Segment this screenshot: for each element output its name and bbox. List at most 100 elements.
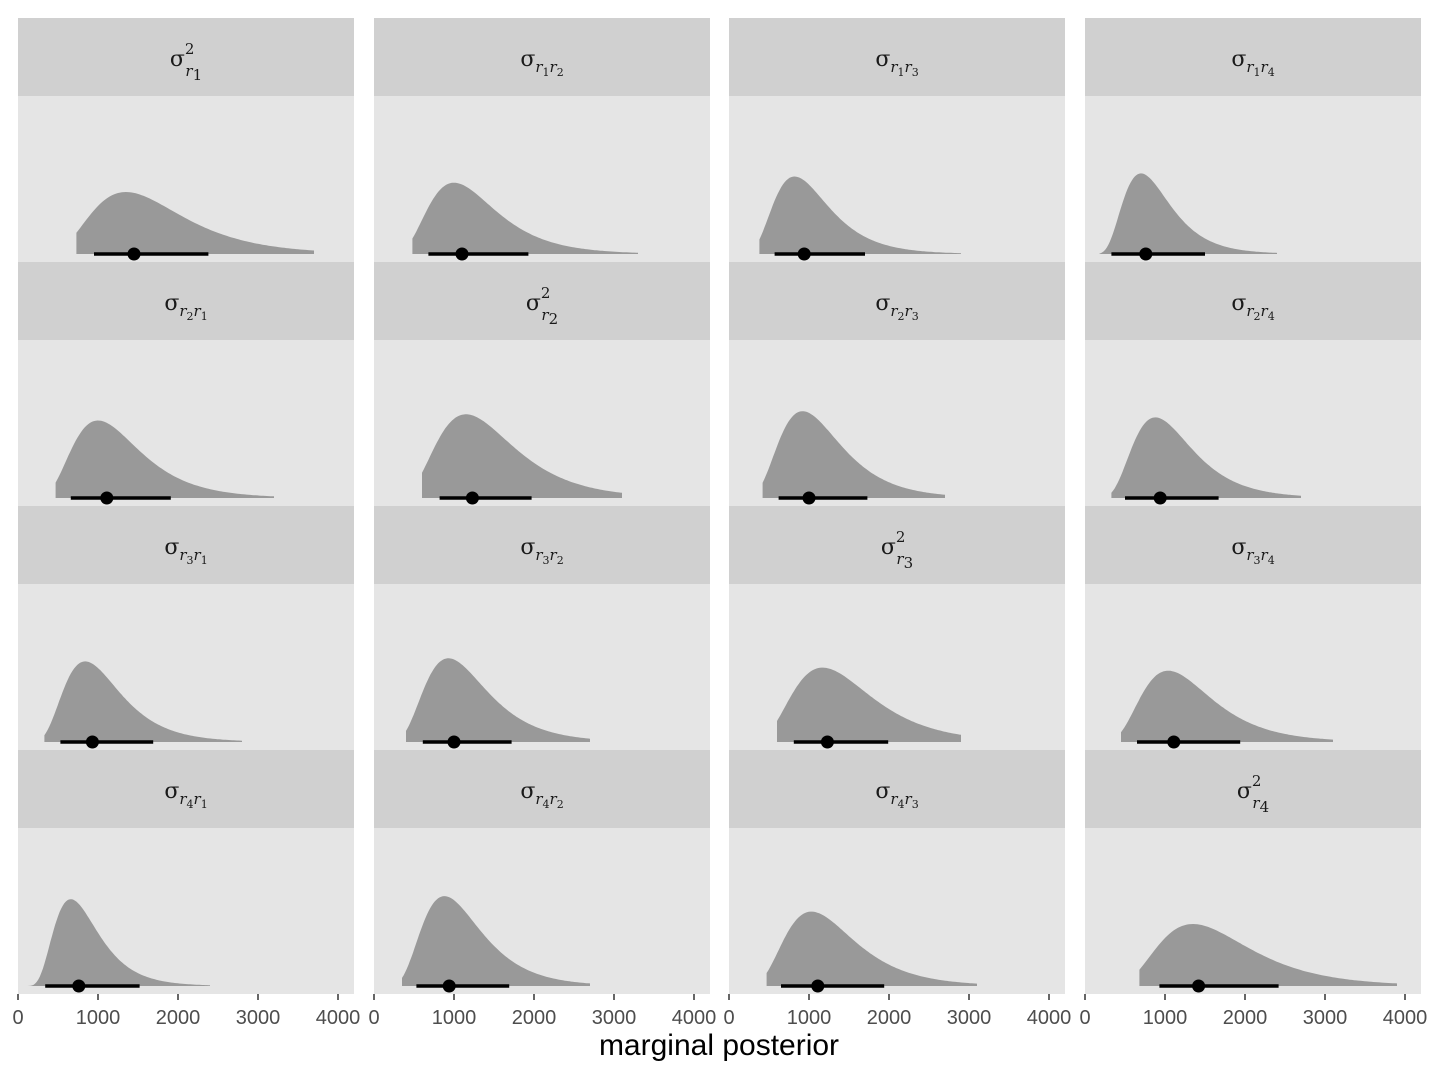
facet-panel: σ2 r1 — [18, 18, 354, 262]
facet-label: σ2 r4 — [1237, 772, 1269, 816]
x-axis: 0 1000 2000 3000 4000 — [1079, 994, 1427, 1029]
facet-label: σ2 r2 — [526, 284, 558, 328]
facet-panel: σr4r1 — [18, 750, 354, 994]
x-axis: 0 1000 2000 3000 4000 — [368, 994, 716, 1029]
facet-strip — [729, 506, 1065, 584]
x-tick-label: 0 — [1079, 1007, 1090, 1029]
facet-strip — [374, 506, 710, 584]
facet-strip — [374, 262, 710, 340]
density-area — [1111, 417, 1301, 498]
median-point — [72, 979, 86, 993]
facet-label: σr3r2 — [520, 535, 563, 567]
median-point — [811, 979, 825, 993]
density-area — [766, 911, 977, 986]
median-point — [802, 491, 816, 505]
facet-strip — [729, 262, 1065, 340]
facet-strip — [18, 18, 354, 96]
x-tick-label: 4000 — [672, 1007, 717, 1029]
facet-panel: σr1r4 — [1085, 18, 1421, 262]
density-area — [76, 192, 315, 254]
x-tick-label: 3000 — [236, 1007, 281, 1029]
median-point — [127, 247, 141, 261]
density-area — [1099, 173, 1277, 254]
facet-label: σ2 r1 — [170, 40, 202, 84]
facet-panel: σr1r3 — [729, 18, 1065, 262]
x-axis: 0 1000 2000 3000 4000 — [12, 994, 360, 1029]
facet-panels: σ2 r1 σr1r2 σr1r3 σr1r4 σr2r1 σ2 r2 σr2r3 σr2r4 σr… — [18, 18, 1421, 994]
x-tick-label: 3000 — [1303, 1007, 1348, 1029]
density-area — [777, 667, 961, 742]
density-area — [1139, 924, 1397, 986]
facet-strip — [1085, 506, 1421, 584]
median-point — [465, 491, 479, 505]
facet-strip — [18, 506, 354, 584]
density-area — [412, 182, 638, 254]
density-area — [55, 420, 274, 498]
density-area — [762, 411, 945, 498]
median-point — [1139, 247, 1153, 261]
facet-panel: σr3r1 — [18, 506, 354, 750]
x-axis: 0 1000 2000 3000 4000 — [723, 994, 1071, 1029]
x-tick-label: 4000 — [1383, 1007, 1428, 1029]
x-tick-label: 3000 — [947, 1007, 992, 1029]
density-area — [422, 414, 622, 498]
facet-strip — [1085, 262, 1421, 340]
density-area — [26, 899, 210, 986]
facet-label: σ2 r3 — [881, 528, 913, 572]
median-point — [797, 247, 811, 261]
density-area — [402, 896, 590, 986]
x-tick-label: 4000 — [1027, 1007, 1072, 1029]
x-tick-label: 1000 — [432, 1007, 477, 1029]
facet-panel: σr4r2 — [374, 750, 710, 994]
facet-strip — [1085, 750, 1421, 828]
facet-panel: σr1r2 — [374, 18, 710, 262]
median-point — [455, 247, 469, 261]
facet-label: σr1r4 — [1231, 47, 1274, 79]
density-area — [406, 658, 590, 742]
facet-label: σr2r1 — [164, 291, 207, 323]
facet-strip — [374, 750, 710, 828]
facet-label: σr4r2 — [520, 779, 563, 811]
facet-strip — [18, 262, 354, 340]
median-point — [442, 979, 456, 993]
facet-label: σr3r1 — [164, 535, 207, 567]
density-area — [44, 661, 243, 742]
x-tick-label: 4000 — [316, 1007, 361, 1029]
median-point — [820, 735, 834, 749]
median-point — [85, 735, 99, 749]
density-area — [1121, 670, 1333, 742]
facet-strip — [374, 18, 710, 96]
x-tick-label: 2000 — [156, 1007, 201, 1029]
facet-strip — [1085, 18, 1421, 96]
density-area — [759, 176, 961, 254]
facet-panel: σ2 r2 — [374, 262, 710, 506]
facet-panel: σr2r1 — [18, 262, 354, 506]
facet-label: σr4r3 — [875, 779, 918, 811]
x-tick-label: 0 — [12, 1007, 23, 1029]
median-point — [100, 491, 114, 505]
x-tick-label: 1000 — [76, 1007, 121, 1029]
facet-label: σr3r4 — [1231, 535, 1274, 567]
median-point — [1192, 979, 1206, 993]
facet-label: σr2r3 — [875, 291, 918, 323]
x-tick-label: 0 — [368, 1007, 379, 1029]
facet-strip — [18, 750, 354, 828]
facet-panel: σr3r4 — [1085, 506, 1421, 750]
median-point — [447, 735, 461, 749]
x-tick-label: 2000 — [867, 1007, 912, 1029]
facet-label: σr4r1 — [164, 779, 207, 811]
facet-panel: σr2r4 — [1085, 262, 1421, 506]
x-tick-label: 1000 — [1143, 1007, 1188, 1029]
facet-panel: σr2r3 — [729, 262, 1065, 506]
facet-panel: σr4r3 — [729, 750, 1065, 994]
median-point — [1167, 735, 1181, 749]
facet-strip — [729, 750, 1065, 828]
x-tick-label: 2000 — [512, 1007, 557, 1029]
x-tick-label: 2000 — [1223, 1007, 1268, 1029]
x-tick-label: 3000 — [592, 1007, 637, 1029]
facet-label: σr2r4 — [1231, 291, 1274, 323]
facet-panel: σr3r2 — [374, 506, 710, 750]
facet-panel: σ2 r4 — [1085, 750, 1421, 994]
x-axis-title: marginal posterior — [599, 1029, 839, 1062]
